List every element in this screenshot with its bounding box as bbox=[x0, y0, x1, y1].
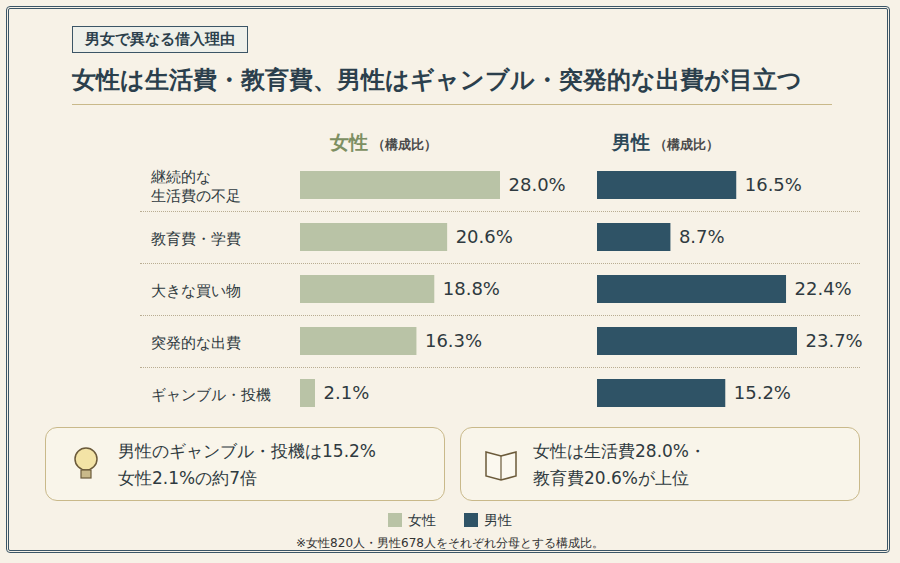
svg-text:23.7%: 23.7% bbox=[806, 330, 863, 351]
svg-text:8.7%: 8.7% bbox=[679, 226, 725, 247]
html-text:女性 （構成比）: 女性 （構成比） bbox=[330, 131, 437, 153]
svg-text:28.0%: 28.0% bbox=[509, 174, 566, 195]
svg-text:18.8%: 18.8% bbox=[443, 278, 500, 299]
svg-text:ギャンブル・投機: ギャンブル・投機 bbox=[151, 386, 271, 404]
svg-text:20.6%: 20.6% bbox=[456, 226, 513, 247]
html-text:教育費20.6%が上位: 教育費20.6%が上位 bbox=[533, 468, 689, 488]
html-text:男性 （構成比）: 男性 （構成比） bbox=[612, 131, 719, 153]
html-text:女性2.1%の約7倍: 女性2.1%の約7倍 bbox=[118, 468, 257, 488]
html-text:女性は生活費・教育費、男性はギャンブル・突発的な出費が目立つ: 女性は生活費・教育費、男性はギャンブル・突発的な出費が目立つ bbox=[72, 66, 802, 94]
svg-text:16.3%: 16.3% bbox=[425, 330, 482, 351]
svg-text:教育費・学費: 教育費・学費 bbox=[151, 230, 241, 248]
svg-text:16.5%: 16.5% bbox=[745, 174, 802, 195]
svg-text:22.4%: 22.4% bbox=[795, 278, 852, 299]
html-text:男性: 男性 bbox=[484, 512, 512, 528]
svg-text:継続的な生活費の不足: 継続的な生活費の不足 bbox=[150, 168, 241, 205]
html-text:女性: 女性 bbox=[408, 512, 436, 528]
svg-text:2.1%: 2.1% bbox=[324, 382, 370, 403]
html-text:※女性820人・男性678人をそれぞれ分母とする構成比。: ※女性820人・男性678人をそれぞれ分母とする構成比。 bbox=[296, 536, 604, 550]
svg-text:大きな買い物: 大きな買い物 bbox=[151, 282, 241, 300]
html-text:男女で異なる借入理由: 男女で異なる借入理由 bbox=[85, 30, 235, 48]
svg-text:15.2%: 15.2% bbox=[734, 382, 791, 403]
html-text:女性は生活費28.0%・: 女性は生活費28.0%・ bbox=[533, 441, 706, 461]
html-text:男性のギャンブル・投機は15.2%: 男性のギャンブル・投機は15.2% bbox=[118, 441, 376, 461]
svg-text:突発的な出費: 突発的な出費 bbox=[151, 334, 241, 352]
